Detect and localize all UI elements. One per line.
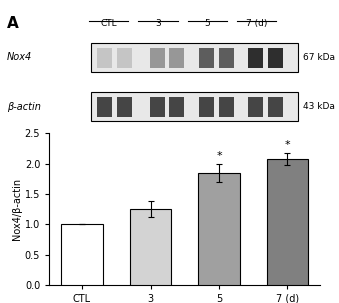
- FancyBboxPatch shape: [150, 98, 164, 118]
- FancyBboxPatch shape: [117, 48, 132, 68]
- Text: 43 kDa: 43 kDa: [303, 102, 335, 111]
- FancyBboxPatch shape: [97, 48, 112, 68]
- Text: β-actin: β-actin: [7, 102, 41, 112]
- Text: Nox4: Nox4: [7, 52, 32, 62]
- Bar: [267, 159, 308, 285]
- FancyBboxPatch shape: [248, 98, 263, 118]
- Text: 67 kDa: 67 kDa: [303, 53, 335, 62]
- Y-axis label: Nox4/β-actin: Nox4/β-actin: [12, 178, 22, 240]
- FancyBboxPatch shape: [199, 48, 214, 68]
- Text: *: *: [216, 151, 222, 161]
- FancyBboxPatch shape: [268, 98, 283, 118]
- Text: 7 (d): 7 (d): [246, 19, 267, 28]
- FancyBboxPatch shape: [170, 48, 184, 68]
- FancyBboxPatch shape: [91, 92, 298, 122]
- Text: 5: 5: [204, 19, 210, 28]
- FancyBboxPatch shape: [248, 48, 263, 68]
- Text: *: *: [285, 140, 290, 150]
- Bar: [198, 173, 240, 285]
- FancyBboxPatch shape: [199, 98, 214, 118]
- Text: CTL: CTL: [100, 19, 117, 28]
- Text: A: A: [7, 16, 18, 31]
- FancyBboxPatch shape: [91, 43, 298, 72]
- Text: 3: 3: [155, 19, 161, 28]
- FancyBboxPatch shape: [219, 48, 234, 68]
- FancyBboxPatch shape: [150, 48, 164, 68]
- FancyBboxPatch shape: [97, 98, 112, 118]
- Bar: [61, 224, 103, 285]
- FancyBboxPatch shape: [170, 98, 184, 118]
- Bar: [130, 209, 171, 285]
- FancyBboxPatch shape: [117, 98, 132, 118]
- FancyBboxPatch shape: [268, 48, 283, 68]
- FancyBboxPatch shape: [219, 98, 234, 118]
